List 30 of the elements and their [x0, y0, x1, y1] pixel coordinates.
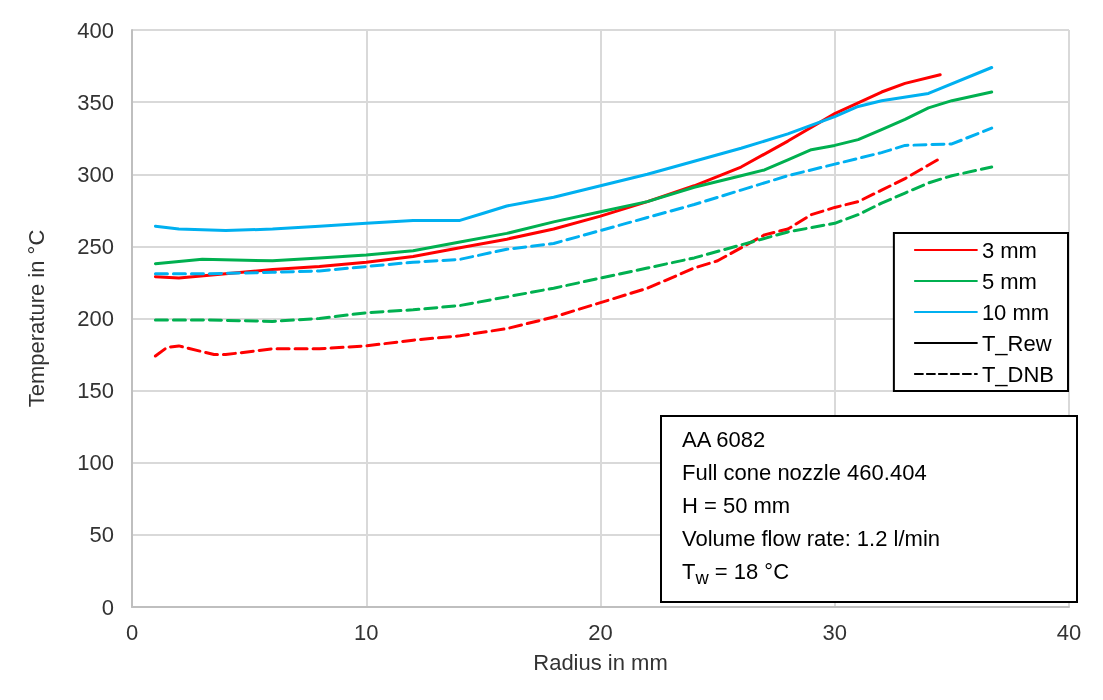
y-tick-label: 100 [77, 450, 114, 476]
x-tick-label: 30 [822, 619, 847, 645]
x-tick-label: 20 [588, 619, 613, 645]
x-tick-label: 40 [1056, 619, 1082, 645]
x-axis-title: Radius in mm [533, 649, 668, 675]
y-tick-label: 300 [77, 161, 114, 187]
y-tick-label: 0 [101, 594, 114, 620]
line-series [153, 66, 994, 233]
annotation: H = 50 mm [682, 492, 792, 520]
y-axis-title: Temperature in °C [23, 229, 49, 408]
y-tick-label: 150 [77, 378, 114, 404]
legend-label: 5 mm [981, 268, 1037, 294]
legend-label: T_Rew [981, 330, 1052, 356]
legend-label: T_DNB [981, 361, 1054, 387]
annotation: Full cone nozzle 460.404 [682, 459, 928, 487]
x-tick-label: 10 [354, 619, 379, 645]
annotation: Volume flow rate: 1.2 l/min [682, 525, 941, 553]
line-series [153, 90, 994, 266]
y-tick-label: 200 [77, 306, 114, 331]
y-tick-label: 250 [77, 233, 114, 259]
annotation: T$_{w}$ = 18 °C [682, 558, 791, 591]
line-series [153, 156, 942, 358]
x-tick-label: 0 [125, 619, 139, 645]
legend-label: 3 mm [981, 237, 1037, 263]
legend-label: 10 mm [981, 299, 1050, 325]
annotation: AA 6082 [682, 426, 767, 454]
y-tick-label: 50 [89, 522, 114, 548]
y-tick-label: 350 [77, 89, 114, 115]
line-series [153, 126, 994, 276]
y-tick-label: 400 [77, 17, 114, 43]
